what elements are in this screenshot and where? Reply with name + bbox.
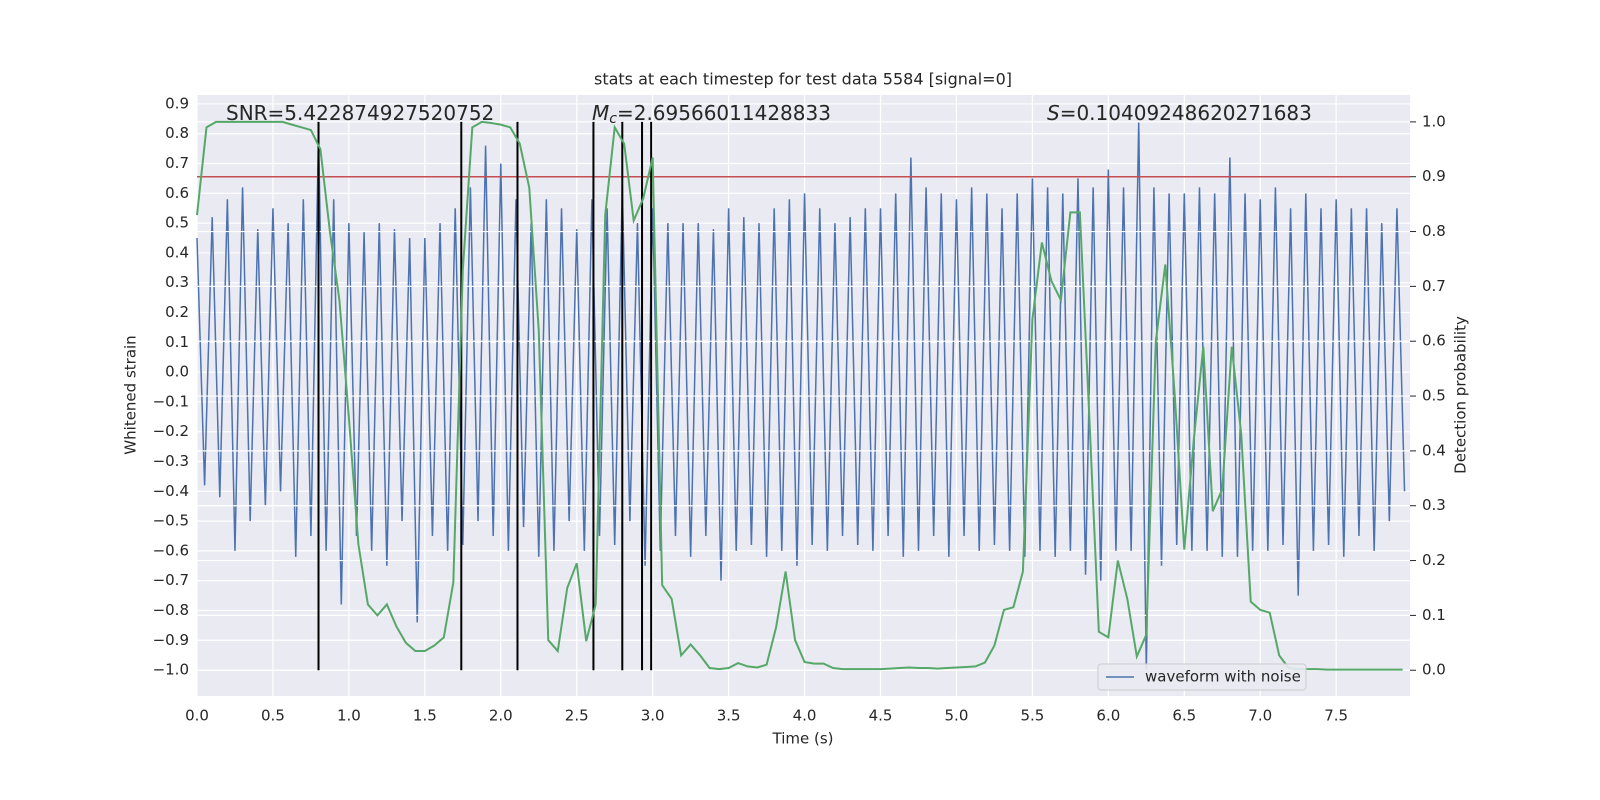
y2-tick-label: 0.8	[1422, 222, 1446, 240]
x-tick-label: 7.5	[1324, 707, 1348, 725]
x-tick-label: 4.5	[869, 707, 893, 725]
y-tick-label: 0.5	[165, 214, 189, 232]
x-axis-label: Time (s)	[772, 730, 834, 748]
x-tick-label: 0.5	[261, 707, 285, 725]
y-tick-label: −0.7	[153, 571, 189, 589]
x-tick-label: 2.0	[489, 707, 513, 725]
y2-tick-label: 0.6	[1422, 332, 1446, 350]
annotation-text: =2.69566011428833	[617, 101, 831, 125]
y2-tick-label: 0.0	[1422, 661, 1446, 679]
series-line	[196, 121, 1406, 671]
y-tick-label: 0.0	[165, 363, 189, 381]
y-tick-label: −0.9	[153, 631, 189, 649]
y-tick-label: 0.7	[165, 154, 189, 172]
x-tick-label: 3.0	[641, 707, 665, 725]
y-tick-label: −0.4	[153, 482, 189, 500]
y-tick-label: −0.8	[153, 601, 189, 619]
y-tick-label: 0.4	[165, 243, 189, 261]
x-tick-label: 2.5	[565, 707, 589, 725]
y-tick-label: −0.5	[153, 512, 189, 530]
x-tick-label: 7.0	[1248, 707, 1272, 725]
y-tick-label: −0.3	[153, 452, 189, 470]
legend-box	[1097, 663, 1307, 691]
y-tick-label: −0.2	[153, 422, 189, 440]
y2-tick-label: 0.2	[1422, 551, 1446, 569]
y2-tick-label: 0.1	[1422, 606, 1446, 624]
x-tick-label: 6.5	[1172, 707, 1196, 725]
y-tick-label: 0.9	[165, 94, 189, 112]
y2-tick-label: 0.4	[1422, 441, 1446, 459]
annotation: S=0.10409248620271683	[1047, 101, 1312, 125]
y-tick-label: 0.1	[165, 333, 189, 351]
legend-label: waveform with noise	[1145, 668, 1301, 686]
y2-axis-label: Detection probability	[1452, 316, 1470, 474]
y2-tick-label: 0.7	[1422, 277, 1446, 295]
annotation: SNR=5.422874927520752	[226, 101, 494, 125]
x-tick-label: 1.5	[413, 707, 437, 725]
annotation: Mc=2.69566011428833	[592, 101, 831, 128]
chart-title: stats at each timestep for test data 558…	[594, 70, 1012, 89]
annotation-text: SNR=5.422874927520752	[226, 101, 494, 125]
y-tick-label: 0.2	[165, 303, 189, 321]
y-tick-label: 0.8	[165, 124, 189, 142]
x-tick-label: 5.5	[1020, 707, 1044, 725]
x-tick-label: 4.0	[793, 707, 817, 725]
x-tick-label: 1.0	[337, 707, 361, 725]
y2-tick-label: 0.9	[1422, 167, 1446, 185]
y-tick-label: −0.1	[153, 392, 189, 410]
y-tick-label: 0.3	[165, 273, 189, 291]
y2-tick-label: 0.5	[1422, 387, 1446, 405]
annotation-symbol: S	[1047, 101, 1060, 125]
y-axis-label: Whitened strain	[122, 335, 140, 454]
y2-tick-label: 0.3	[1422, 496, 1446, 514]
y-tick-label: 0.6	[165, 184, 189, 202]
annotation-symbol: M	[592, 101, 609, 125]
annotation-text: =0.10409248620271683	[1060, 101, 1312, 125]
y-tick-label: −1.0	[153, 661, 189, 679]
y-tick-label: −0.6	[153, 541, 189, 559]
annotation-subscript: c	[609, 111, 617, 127]
x-tick-label: 3.5	[717, 707, 741, 725]
x-tick-label: 5.0	[945, 707, 969, 725]
series-line	[196, 120, 1403, 671]
x-tick-label: 6.0	[1096, 707, 1120, 725]
x-tick-label: 0.0	[185, 707, 209, 725]
y2-tick-label: 1.0	[1422, 112, 1446, 130]
